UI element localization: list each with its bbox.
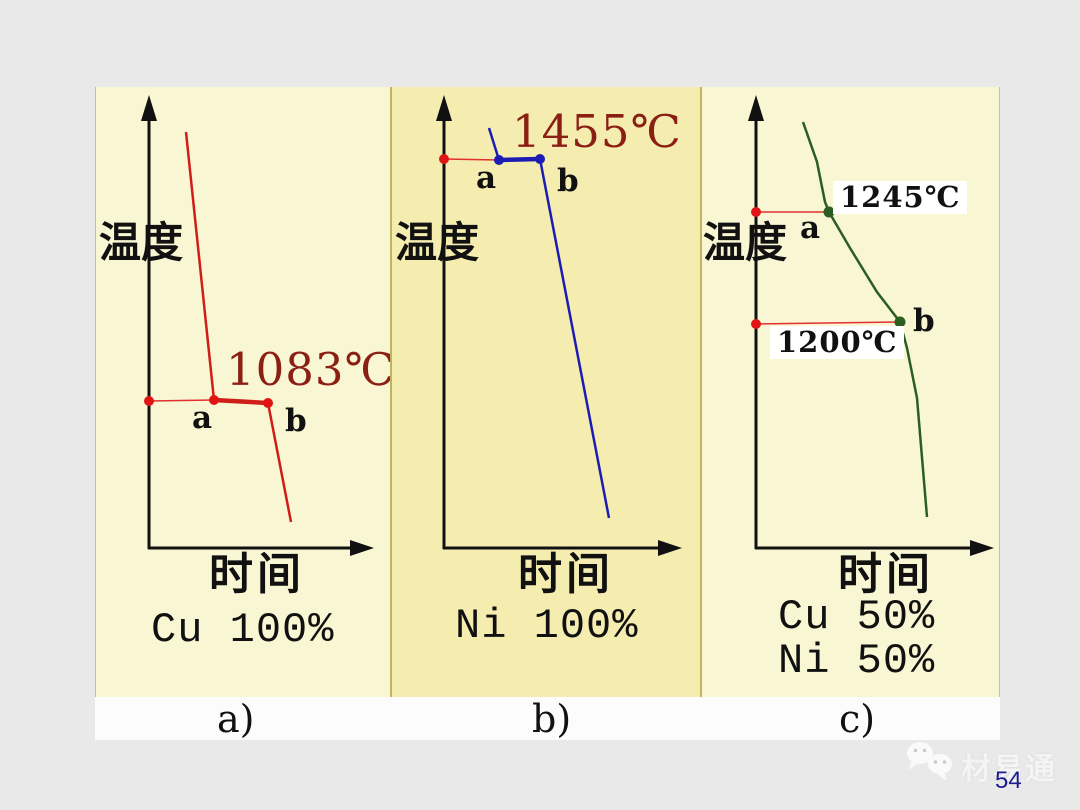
x-axis-label: 时间 xyxy=(838,549,934,600)
cooling-curve-a xyxy=(184,131,293,523)
point-b-marker xyxy=(894,316,906,328)
composition-label: Cu 100% xyxy=(151,606,335,654)
point-a-label: a xyxy=(192,400,213,436)
caption-strip: a) b) c) xyxy=(95,697,1000,741)
composition-label-cu: Cu 50% xyxy=(778,593,936,641)
y-axis-label: 温度 xyxy=(395,218,480,267)
point-b-label: b xyxy=(285,403,307,439)
panel-a-cu100: 温度 1083℃ a b 时间 Cu 100% xyxy=(95,87,395,697)
x-axis-label: 时间 xyxy=(209,549,305,600)
point-b-label: b xyxy=(913,303,935,339)
plateau-segment-a xyxy=(213,397,269,406)
y-axis-arrow-icon xyxy=(748,95,764,121)
cooling-curve-plot-b xyxy=(436,95,682,556)
axis-dot-a xyxy=(751,207,761,217)
panel-c-cu50ni50: 温度 1245℃ 1200℃ a b 时间 Cu 50% Ni 50% xyxy=(702,87,1000,697)
caption-c: c) xyxy=(839,697,876,741)
y-axis-arrow-icon xyxy=(436,95,452,121)
panel-b-ni100: 温度 1455℃ a b 时间 Ni 100% xyxy=(390,87,702,697)
plateau-temperature-label: 1455℃ xyxy=(512,105,682,158)
x-axis-label: 时间 xyxy=(518,549,614,600)
composition-label: Ni 100% xyxy=(455,602,639,650)
axis-dot xyxy=(439,154,449,164)
axis-dot xyxy=(144,396,154,406)
tie-line-a xyxy=(443,158,500,161)
temperature-b-label: 1200℃ xyxy=(770,326,905,359)
composition-label-ni: Ni 50% xyxy=(778,637,936,685)
point-b-label: b xyxy=(557,163,579,199)
caption-a: a) xyxy=(217,697,255,741)
cooling-curve-plot-c xyxy=(748,95,994,556)
y-axis-arrow-icon xyxy=(141,95,157,121)
cooling-curve-plot-a xyxy=(141,95,374,556)
caption-b: b) xyxy=(532,697,572,741)
tie-line-a xyxy=(148,399,215,402)
point-a-marker xyxy=(823,206,835,218)
tie-line-b xyxy=(755,321,901,325)
point-a-marker xyxy=(209,395,219,405)
point-a-label: a xyxy=(800,210,821,246)
cooling-curve-c xyxy=(801,121,929,518)
plateau-temperature-label: 1083℃ xyxy=(226,343,396,396)
wechat-bubbles-icon xyxy=(907,742,952,781)
y-axis-label: 温度 xyxy=(99,218,184,267)
watermark-brand-text: 材易通 xyxy=(961,753,1057,786)
y-axis-label: 温度 xyxy=(703,218,788,267)
plateau-segment-b xyxy=(498,156,541,163)
temperature-a-label: 1245℃ xyxy=(833,181,968,214)
point-a-label: a xyxy=(476,160,497,196)
x-axis-arrow-icon xyxy=(658,540,682,556)
point-b-marker xyxy=(535,154,545,164)
point-b-marker xyxy=(263,398,273,408)
x-axis-arrow-icon xyxy=(970,540,994,556)
page-number: 54 xyxy=(995,767,1022,794)
cooling-curve-b xyxy=(487,127,611,519)
point-a-marker xyxy=(494,155,504,165)
x-axis-arrow-icon xyxy=(350,540,374,556)
axis-dot-b xyxy=(751,319,761,329)
